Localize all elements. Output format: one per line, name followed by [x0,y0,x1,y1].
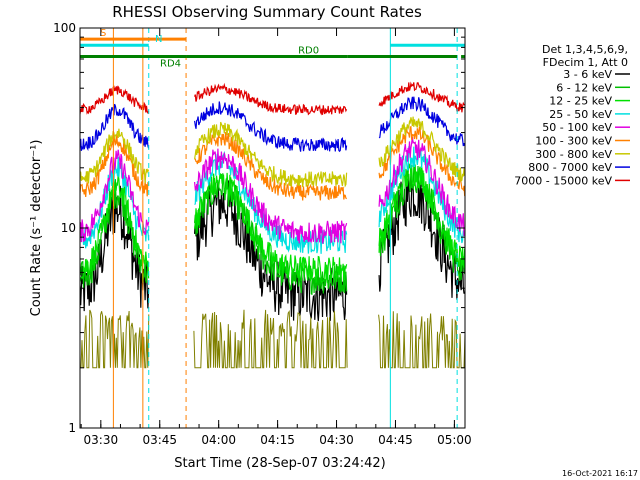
x-tick-label-3: 04:15 [260,433,295,447]
flag-label-1: N [155,34,162,45]
x-tick-label-2: 04:00 [201,433,236,447]
x-tick-label-1: 03:45 [142,433,177,447]
axes: 03:30 03:45 04:00 04:15 04:30 04:45 05:00 1 10 10… [53,21,472,447]
legend-label-0: 3 - 6 keV [563,68,612,81]
low-series [80,309,465,369]
series-line-6 [80,116,465,188]
y-axis-label: Count Rate (s⁻¹ detector⁻¹) [29,140,44,317]
x-axis-label: Start Time (28-Sep-07 03:24:42) [174,456,385,471]
series-7 [80,96,465,153]
legend-header-line-1: Det 1,3,4,5,6,9, [542,43,628,56]
legend-header-line-2: FDecim 1, Att 0 [543,56,628,69]
x-tick-label-4: 04:30 [319,433,354,447]
legend-label-4: 50 - 100 keV [542,121,612,134]
legend-label-1: 6 - 12 keV [556,81,612,94]
footer-date: 16-Oct-2021 16:17 [562,469,638,478]
y-tick-label-0: 1 [68,421,76,435]
legend-label-6: 300 - 800 keV [535,148,612,161]
legend-label-3: 25 - 50 keV [549,108,612,121]
flag-label-2: RD4 [160,59,181,70]
y-tick-label-2: 100 [53,21,76,35]
series-line-7 [80,96,465,153]
legend-label-2: 12 - 25 keV [549,95,612,108]
series-line-5 [80,125,465,201]
flag-label-0: S [100,28,106,39]
x-tick-label-6: 05:00 [437,433,472,447]
series-line-4 [80,136,465,244]
y-tick-label-1: 10 [61,221,76,235]
series-4 [80,136,465,244]
series-5 [80,125,465,201]
x-tick-label-5: 04:45 [378,433,413,447]
series-line-8 [80,81,465,116]
plot-area: S N RD4 RD0 [80,28,465,428]
legend-label-8: 7000 - 15000 keV [514,174,612,187]
flag-label-3: RD0 [298,46,319,57]
low-series-line [80,309,465,369]
legend-label-7: 800 - 7000 keV [528,161,612,174]
series-8 [80,81,465,116]
x-tick-label-0: 03:30 [84,433,119,447]
chart-title: RHESSI Observing Summary Count Rates [112,3,422,21]
legend-label-5: 100 - 300 keV [535,135,612,148]
legend: Det 1,3,4,5,6,9, FDecim 1, Att 0 3 - 6 k… [514,43,630,187]
series-6 [80,116,465,188]
